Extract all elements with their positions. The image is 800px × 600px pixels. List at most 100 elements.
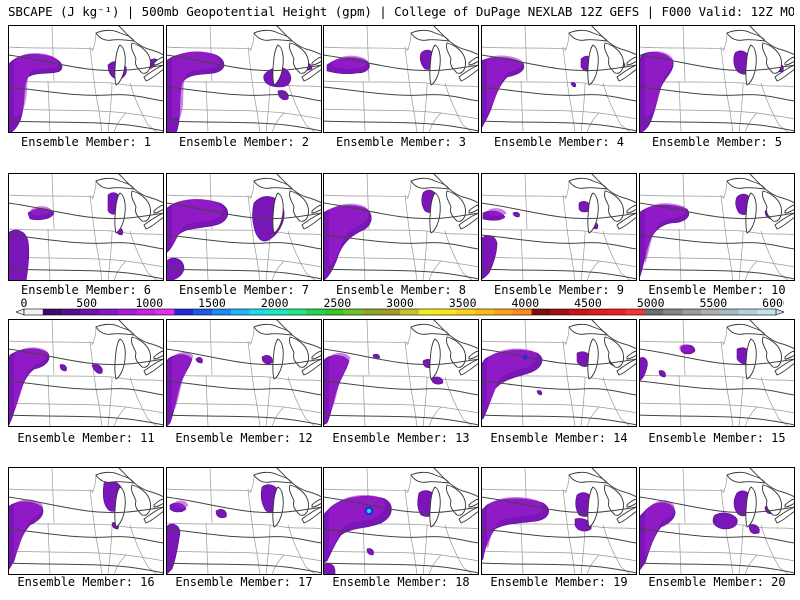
great-lakes	[568, 29, 637, 86]
colorbar-swatch	[193, 309, 213, 315]
height-contours	[639, 25, 795, 132]
map-canvas	[639, 319, 795, 427]
colorbar-swatch	[625, 309, 645, 315]
colorbar-swatch	[324, 309, 344, 315]
cape-shading	[166, 484, 283, 575]
map-frame	[481, 25, 637, 133]
map-frame	[166, 173, 322, 281]
map-canvas	[166, 173, 322, 281]
colorbar-swatch	[249, 309, 269, 315]
member-label-8: Ensemble Member: 8	[335, 283, 467, 297]
map-canvas	[639, 25, 795, 133]
map-frame	[323, 319, 479, 427]
height-contours	[323, 319, 479, 426]
colorbar-swatch	[569, 309, 589, 315]
map-canvas	[8, 467, 164, 575]
colorbar-swatch	[475, 309, 495, 315]
colorbar-swatch	[268, 309, 288, 315]
map-frame	[481, 173, 637, 281]
state-borders	[481, 25, 637, 133]
great-lakes	[726, 29, 795, 86]
state-borders	[8, 319, 164, 427]
member-map-16	[8, 467, 164, 575]
map-canvas	[323, 319, 479, 427]
member-map-4	[481, 25, 637, 133]
member-label-17: Ensemble Member: 17	[175, 575, 313, 589]
colorbar-swatch	[456, 309, 476, 315]
map-frame	[481, 319, 637, 427]
great-lakes	[568, 177, 637, 234]
colorbar-swatch	[306, 309, 326, 315]
colorbar-swatch	[155, 309, 175, 315]
map-canvas	[323, 467, 479, 575]
map-frame	[8, 467, 164, 575]
map-frame	[323, 25, 479, 133]
map-frame	[8, 173, 164, 281]
member-map-19	[481, 467, 637, 575]
cape-shading-core	[14, 347, 48, 412]
map-canvas	[481, 25, 637, 133]
colorbar-swatch	[136, 309, 156, 315]
map-frame	[8, 25, 164, 133]
colorbar-swatch	[230, 309, 250, 315]
map-frame	[323, 467, 479, 575]
member-map-12	[166, 319, 322, 427]
chart-title: SBCAPE (J kg⁻¹) | 500mb Geopotential Hei…	[8, 4, 794, 19]
member-label-5: Ensemble Member: 5	[651, 135, 783, 149]
colorbar-swatch	[738, 309, 758, 315]
state-borders	[323, 25, 479, 133]
colorbar-tick-label: 1000	[135, 298, 163, 310]
state-borders	[639, 319, 795, 427]
state-borders	[481, 173, 637, 281]
map-canvas	[8, 319, 164, 427]
colorbar-swatch	[512, 309, 532, 315]
colorbar-tick-label: 1500	[198, 298, 226, 310]
colorbar-tick-label: 2000	[261, 298, 289, 310]
great-lakes	[253, 177, 322, 234]
member-label-6: Ensemble Member: 6	[20, 283, 152, 297]
map-canvas	[481, 467, 637, 575]
colorbar-swatch	[400, 309, 420, 315]
member-map-1	[8, 25, 164, 133]
member-label-9: Ensemble Member: 9	[493, 283, 625, 297]
member-map-9	[481, 173, 637, 281]
member-label-14: Ensemble Member: 14	[490, 431, 628, 445]
map-frame	[8, 319, 164, 427]
colorbar-swatch	[418, 309, 438, 315]
member-label-16: Ensemble Member: 16	[17, 575, 155, 589]
cape-maximum	[366, 508, 372, 514]
member-map-11	[8, 319, 164, 427]
member-map-20	[639, 467, 795, 575]
cape-shading-core	[488, 208, 507, 216]
colorbar-tick-label: 5000	[637, 298, 665, 310]
member-map-6	[8, 173, 164, 281]
great-lakes	[726, 323, 795, 380]
cape-shading-core	[172, 198, 223, 243]
colorbar-swatch	[381, 309, 401, 315]
height-contours	[166, 25, 322, 132]
colorbar-tick-label: 3500	[449, 298, 477, 310]
colorbar-swatch	[494, 309, 514, 315]
member-map-14	[481, 319, 637, 427]
great-lakes	[410, 471, 479, 528]
map-frame	[166, 467, 322, 575]
member-label-4: Ensemble Member: 4	[493, 135, 625, 149]
map-frame	[639, 467, 795, 575]
map-frame	[639, 319, 795, 427]
map-canvas	[8, 25, 164, 133]
great-lakes	[95, 29, 164, 86]
great-lakes	[253, 29, 322, 86]
state-borders	[323, 173, 479, 281]
height-contours	[323, 173, 479, 280]
height-contours	[166, 319, 322, 426]
colorbar-tick-label: 6000	[762, 298, 784, 310]
member-map-15	[639, 319, 795, 427]
member-map-2	[166, 25, 322, 133]
member-map-8	[323, 173, 479, 281]
cape-shading-core	[175, 500, 189, 508]
height-contours	[639, 173, 795, 280]
cape-shading-core	[172, 51, 220, 118]
map-canvas	[639, 173, 795, 281]
map-canvas	[481, 319, 637, 427]
colorbar-swatch	[719, 309, 739, 315]
